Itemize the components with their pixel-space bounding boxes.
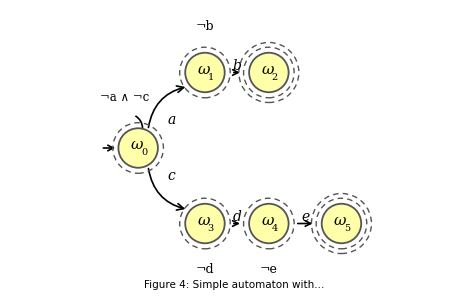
Circle shape	[185, 53, 225, 92]
Text: c: c	[168, 169, 176, 183]
Text: ω: ω	[261, 62, 274, 77]
Text: ω: ω	[261, 214, 274, 228]
Text: 1: 1	[208, 73, 214, 82]
Text: ¬a ∧ ¬c: ¬a ∧ ¬c	[101, 91, 150, 104]
Circle shape	[249, 53, 289, 92]
Text: ¬e: ¬e	[260, 263, 278, 276]
Text: ω: ω	[197, 62, 210, 77]
Text: ω: ω	[334, 214, 346, 228]
Circle shape	[185, 204, 225, 243]
FancyArrowPatch shape	[148, 168, 183, 210]
Text: Figure 4: Simple automaton with...: Figure 4: Simple automaton with...	[144, 280, 324, 290]
Circle shape	[118, 128, 158, 168]
Text: ω: ω	[197, 214, 210, 228]
Text: 4: 4	[271, 224, 278, 233]
Text: ω: ω	[131, 138, 143, 152]
Text: 0: 0	[141, 148, 147, 157]
Text: d: d	[233, 210, 241, 224]
FancyArrowPatch shape	[148, 86, 183, 128]
Circle shape	[322, 204, 361, 243]
Text: 2: 2	[271, 73, 278, 82]
Text: 5: 5	[344, 224, 351, 233]
Text: ¬b: ¬b	[196, 20, 214, 33]
Circle shape	[249, 204, 289, 243]
Text: a: a	[168, 113, 176, 127]
Text: b: b	[233, 59, 241, 73]
Text: e: e	[301, 210, 309, 224]
Text: ¬d: ¬d	[196, 263, 214, 276]
Text: 3: 3	[208, 224, 214, 233]
